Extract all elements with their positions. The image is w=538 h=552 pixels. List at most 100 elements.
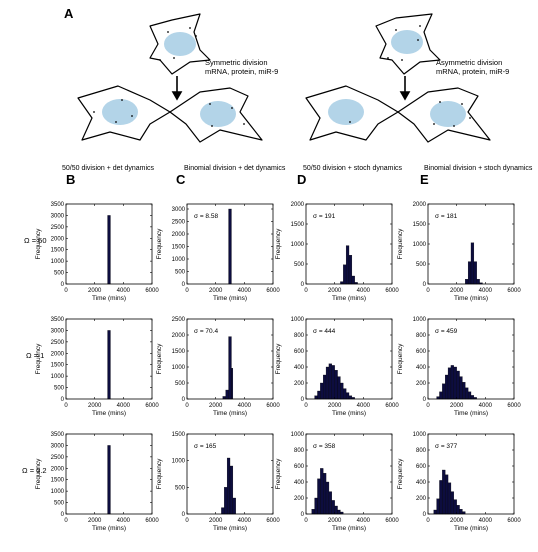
sigma-annotation: σ = 358 [313,443,336,450]
y-tick-label: 2500 [51,340,65,346]
y-axis-label: Frequency [397,343,404,374]
y-axis-label: Frequency [156,228,163,259]
histogram-bar [232,497,236,515]
y-tick-label: 800 [416,448,427,454]
plot-frame [305,433,393,515]
y-tick-label: 800 [416,333,427,339]
plot-frame [186,318,274,400]
histogram-bar [229,465,234,515]
histogram-r1-c2: 0 500 1000 1500 2000 2500 3000 0 2000 4000 6000 Tim… [156,203,280,302]
y-tick-label: 1000 [291,317,305,323]
x-tick-label: 2000 [209,403,223,409]
histogram-bar [433,509,437,515]
y-tick-label: 0 [423,512,427,518]
histogram-r3-c4: 0 200 400 600 800 1000 0 2000 4000 6000 Time (mins… [397,432,521,532]
x-axis-label: Time (mins) [454,295,488,302]
sigma-annotation: σ = 70.4 [194,328,218,335]
y-tick-label: 1000 [51,489,65,495]
histogram-bar [317,478,321,515]
y-axis-label: Frequency [156,343,163,374]
asymmetric-caption-line-2: mRNA, protein, miR-9 [436,67,510,76]
y-tick-label: 2000 [51,466,65,472]
x-tick-label: 6000 [385,403,399,409]
x-tick-label: 4000 [117,288,131,294]
histogram-bar [439,391,443,400]
y-tick-label: 0 [182,512,186,518]
y-tick-label: 600 [416,349,427,355]
histogram-r3-c3: 0 200 400 600 800 1000 0 2000 4000 6000 Time (mins… [275,432,399,532]
row-label-omega-50: Ω = 50 [24,236,47,245]
x-tick-label: 4000 [479,518,493,524]
histogram-bar [439,480,443,515]
y-tick-label: 2000 [51,351,65,357]
x-tick-label: 6000 [266,288,280,294]
histogram-bar [447,367,452,400]
y-tick-label: 2000 [172,333,186,339]
histogram-bar [325,366,330,400]
x-axis-label: Time (mins) [92,295,126,302]
x-tick-label: 2000 [88,403,102,409]
plot-frame [427,318,515,400]
histogram-bar [442,383,446,400]
row-label-omega-0-2: Ω = 0.2 [22,466,47,475]
y-tick-label: 1500 [51,363,65,369]
sigma-annotation: σ = 444 [313,328,336,335]
panel-letter-e: E [420,172,429,187]
x-tick-label: 6000 [266,518,280,524]
y-tick-label: 1500 [51,248,65,254]
y-tick-label: 0 [423,397,427,403]
x-axis-label: Time (mins) [454,410,488,417]
x-tick-label: 6000 [507,518,521,524]
y-tick-label: 1500 [51,478,65,484]
asymmetric-daughter-left-cell [305,85,399,141]
y-tick-label: 1000 [413,242,427,248]
histogram-bar [345,392,350,400]
histogram-bar [314,395,318,400]
cell-division-schematic [77,13,491,143]
column-title-3: 50/50 division + stoch dynamics [303,165,403,172]
y-tick-label: 0 [301,512,305,518]
x-axis-label: Time (mins) [332,295,366,302]
histogram-bar [467,261,472,285]
plot-frame [65,433,153,515]
x-tick-label: 6000 [266,403,280,409]
y-tick-label: 500 [294,262,305,268]
column-title-1: 50/50 division + det dynamics [62,165,155,172]
x-tick-label: 2000 [450,288,464,294]
y-tick-label: 200 [294,381,305,387]
y-axis-label: Frequency [35,228,42,259]
histogram-bar [107,445,111,515]
histogram-bar [337,376,341,400]
histogram-bar [442,469,446,515]
histogram-r1-c4: 0 500 1000 1500 2000 0 2000 4000 6000 Time (mins)… [397,202,521,302]
histogram-bar [320,468,324,515]
symmetric-daughter-right-cell [169,87,263,143]
histogram-bar [465,387,469,400]
histogram-bar [445,374,449,400]
panel-letter-b: B [66,172,76,187]
y-axis-label: Frequency [35,458,42,489]
column-title-2: Binomial division + det dynamics [184,165,286,172]
x-tick-label: 2000 [88,288,102,294]
histogram-r2-c1: 0 500 1000 1500 2000 2500 3000 3500 0 2000 4000 600… [35,317,159,417]
histogram-bar [470,395,475,400]
histogram-bar [314,497,318,515]
histogram-bar [228,336,232,400]
y-tick-label: 600 [416,464,427,470]
histogram-bar [334,370,338,400]
y-tick-label: 2000 [291,202,305,208]
symmetric-caption-line-2: mRNA, protein, miR-9 [205,67,279,76]
y-tick-label: 1000 [291,242,305,248]
x-tick-label: 2000 [209,518,223,524]
histogram-bar [334,505,338,515]
x-tick-label: 0 [185,518,189,524]
histogram-bar [331,500,335,515]
y-tick-label: 3000 [172,207,186,213]
panel-letter-d: D [297,172,307,187]
y-tick-label: 400 [294,480,305,486]
y-tick-label: 600 [294,464,305,470]
symmetric-parent-cell [149,13,211,75]
symmetric-daughter-left-cell [77,85,171,141]
x-axis-label: Time (mins) [92,410,126,417]
histogram-bar [107,215,111,285]
